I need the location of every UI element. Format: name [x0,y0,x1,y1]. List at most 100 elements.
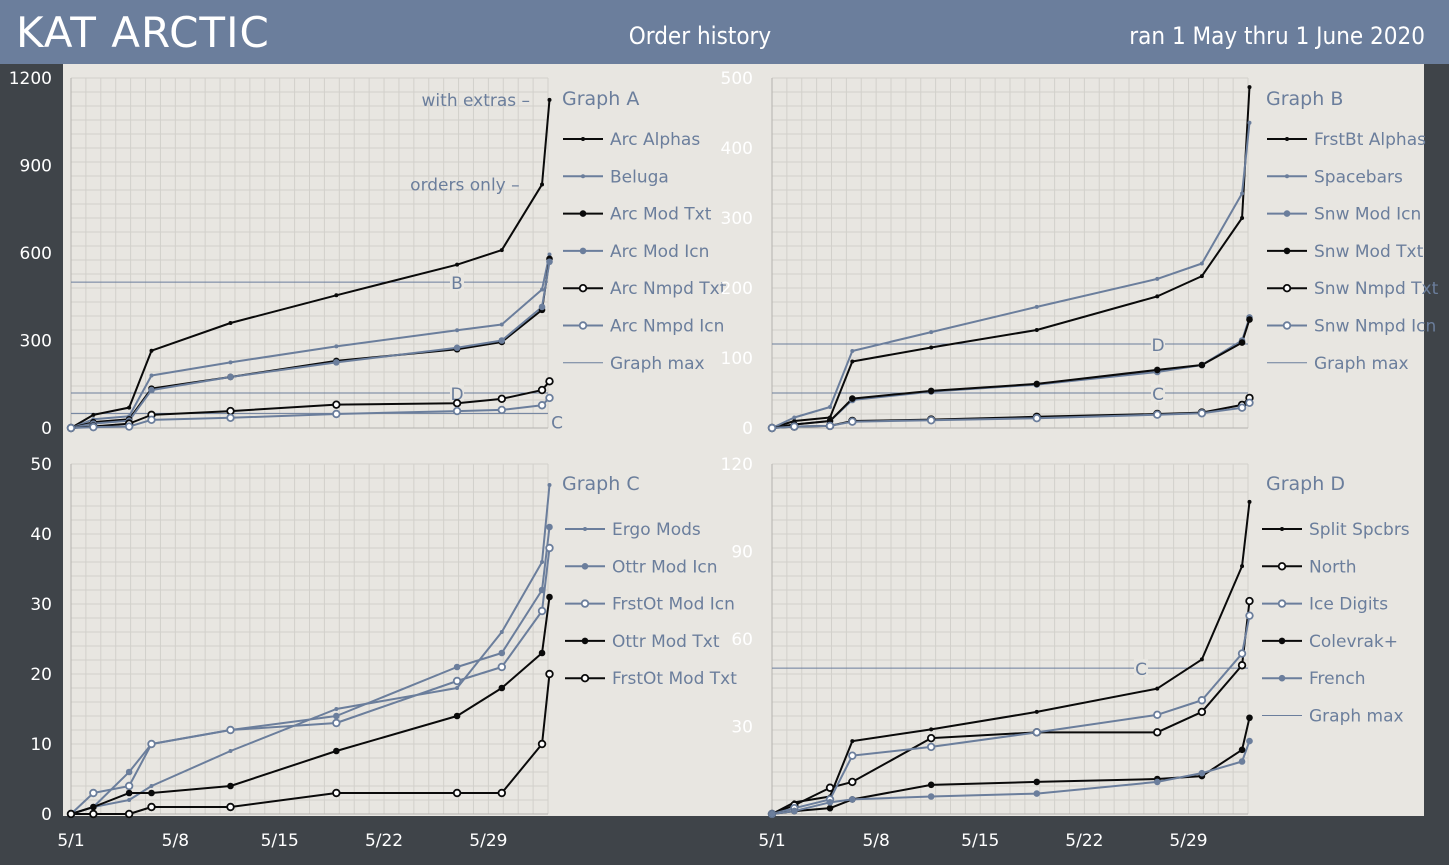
series-line [771,615,1251,815]
y-tick-label: 40 [30,525,52,545]
data-point [826,804,834,812]
data-point [498,337,506,344]
reference-label-bg [1134,659,1148,678]
data-point [149,373,154,378]
legend-marker [1285,174,1289,179]
data-point [538,649,546,657]
data-point [226,725,235,735]
data-point [545,543,554,553]
x-tick-label: 5/22 [365,831,403,851]
series-line [70,596,551,815]
data-point [540,182,545,187]
data-point [1247,499,1252,504]
data-point [1245,611,1254,620]
data-point [1153,728,1162,737]
data-point [227,782,234,790]
legend-label: Arc Nmpd Txt [610,279,727,299]
data-point [1238,746,1246,754]
legend-marker [1277,562,1287,571]
y-tick-label: 1200 [9,69,52,89]
data-point [1198,769,1206,777]
series-line [771,600,1251,815]
y-tick-label: 500 [721,69,753,89]
data-point [1155,276,1160,281]
legend-label: Colevrak+ [1309,632,1398,652]
reference-label: C [1152,385,1164,405]
y-tick-label: 30 [731,718,753,738]
reference-label: C [1135,660,1147,680]
data-point [1237,661,1247,670]
y-tick-label: 300 [721,209,753,229]
data-point [545,393,554,403]
data-point [1153,710,1162,720]
data-point [334,293,339,298]
graph-d: 30 60 90 120 5/1 5/8 5/15 5/22 5/29 C Graph D Split… [721,455,1410,851]
legend-label: Snw Mod Icn [1314,205,1421,225]
legend-marker [581,174,585,179]
data-point [1240,191,1245,196]
data-point [1245,398,1254,407]
legend-label: Graph max [1309,707,1404,727]
y-tick-label: 120 [721,455,753,475]
legend-marker [1280,527,1284,531]
graph-c: 0 10 20 30 40 50 5/1 5/8 5/15 5/22 5/29 Graph C Ergo… [30,455,737,851]
data-point [791,807,798,815]
legend-item: FrstBt Alphas [1267,130,1426,150]
data-point [499,322,504,327]
data-point [228,360,233,365]
legend-label: Spacebars [1314,167,1403,187]
plot-background [63,64,1424,816]
y-tick-label: 20 [30,665,52,685]
data-point [226,406,235,416]
series-line [70,526,551,815]
legend-item: Ottr Mod Txt [565,632,720,652]
legend-item: Ottr Mod Icn [565,557,718,577]
series-line [771,740,1251,815]
legend-item: Graph max [563,354,705,374]
legend-item: Beluga [563,167,669,187]
reference-label-bg [450,384,464,402]
annotation: with extras – [422,91,531,111]
legend-marker [1282,284,1292,293]
data-point [537,385,547,395]
legend-label: Arc Mod Icn [610,242,709,262]
data-point [124,781,134,791]
data-point [849,395,856,402]
legend-item: Arc Nmpd Txt [563,279,727,299]
legend-label: Ergo Mods [612,520,701,540]
data-point [125,768,133,776]
series-line [771,501,1251,815]
data-point [226,413,235,422]
y-tick-label: 50 [30,455,52,475]
data-point [926,416,936,425]
data-point [1034,709,1039,714]
data-point [455,328,460,333]
legend-marker [1283,210,1291,217]
data-point [929,330,934,335]
data-point [929,345,934,350]
data-point [227,373,234,381]
data-point [499,248,504,253]
data-point [1246,714,1253,722]
legend-label: Snw Mod Txt [1314,242,1424,262]
data-point [452,399,462,408]
y-tick-label: 0 [742,419,753,439]
data-point [768,810,776,818]
series-line [771,122,1251,429]
data-point [148,386,155,394]
data-point [455,686,460,690]
legend-label: North [1309,557,1357,577]
data-point [127,405,132,410]
legend-label: Ottr Mod Icn [612,557,718,577]
data-point [333,747,340,755]
data-point [1197,707,1207,717]
data-point [1246,737,1253,745]
legend-marker [578,284,588,293]
y-tick-label: 60 [731,630,753,650]
legend-item: Colevrak+ [1262,632,1398,652]
legend-item: Ice Digits [1262,595,1388,615]
data-point [1247,85,1252,90]
series-line [70,380,551,429]
data-point [499,630,504,634]
